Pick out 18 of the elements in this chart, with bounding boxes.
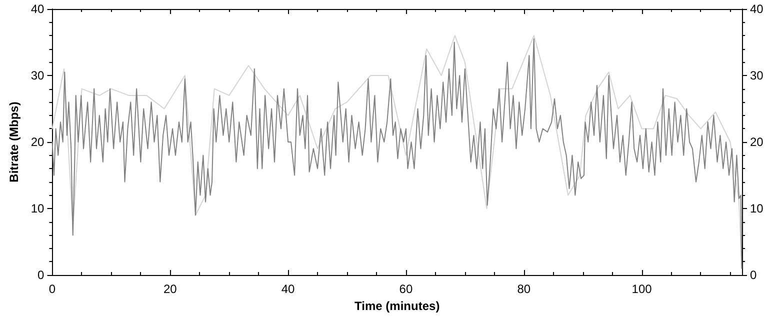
x-tick-label: 80 xyxy=(517,282,531,296)
x-tick-label: 60 xyxy=(399,282,413,296)
x-tick-label: 100 xyxy=(632,282,652,296)
x-axis-title: Time (minutes) xyxy=(354,298,440,313)
y-tick-label: 40 xyxy=(30,2,45,16)
x-tick-label: 0 xyxy=(48,282,56,296)
y-tick-label: 20 xyxy=(30,135,45,149)
x-tick-label: 40 xyxy=(281,282,296,296)
y2-tick-label: 20 xyxy=(750,135,764,149)
y2-tick-label: 40 xyxy=(750,2,764,16)
y-tick-label: 30 xyxy=(30,68,45,82)
y2-tick-label: 0 xyxy=(750,268,757,282)
x-tick-label: 20 xyxy=(163,282,178,296)
y2-tick-label: 30 xyxy=(750,68,764,82)
y-axis-title: Bitrate (Mbps) xyxy=(7,102,21,182)
y2-tick-label: 10 xyxy=(750,202,764,216)
y-tick-label: 10 xyxy=(30,202,45,216)
y-tick-label: 0 xyxy=(38,268,45,282)
